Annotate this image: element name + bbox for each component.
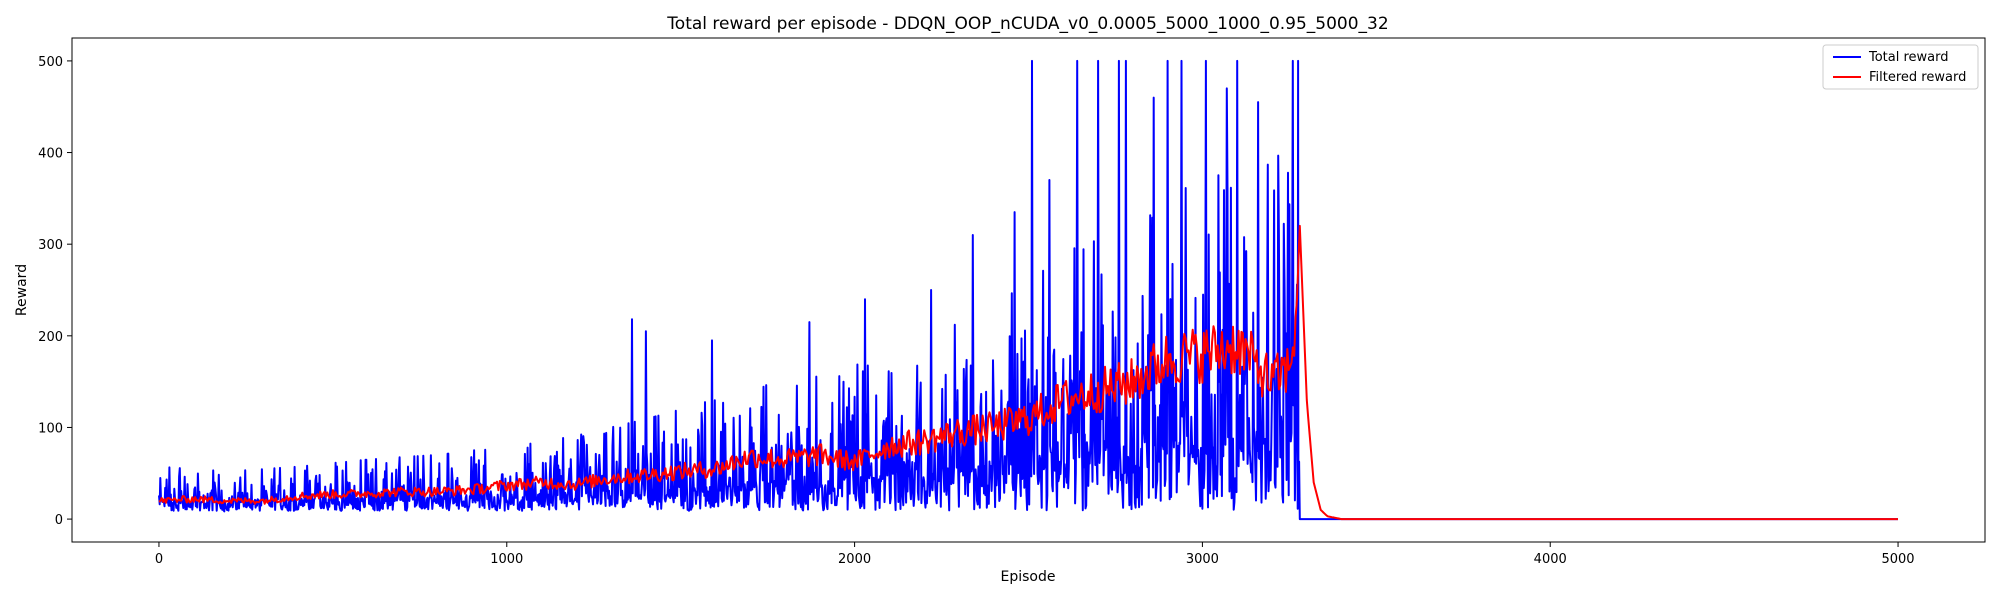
x-axis-label: Episode xyxy=(1001,569,1056,585)
y-tick-label: 400 xyxy=(38,147,63,162)
x-tick-label: 2000 xyxy=(838,552,871,567)
y-axis-label: Reward xyxy=(14,264,30,316)
axes-layer: 0 1000 2000 3000 4000 5000 0 100 200 300 400 500 xyxy=(38,37,1986,567)
x-tick-label: 1000 xyxy=(490,552,523,567)
x-tick-label: 5000 xyxy=(1881,552,1914,567)
y-tick-label: 200 xyxy=(38,330,63,345)
axes-frame xyxy=(71,37,1986,543)
legend-label-total-reward: Total reward xyxy=(1868,50,1949,65)
y-tick-label: 100 xyxy=(38,421,63,436)
series-filtered-reward-line xyxy=(158,224,1898,521)
x-tick-label: 3000 xyxy=(1186,552,1219,567)
chart-title: Total reward per episode - DDQN_OOP_nCUD… xyxy=(666,14,1388,34)
y-tick-label: 0 xyxy=(55,513,63,528)
legend-label-filtered-reward: Filtered reward xyxy=(1869,70,1966,85)
y-tick-label: 500 xyxy=(38,55,63,70)
legend: Total reward Filtered reward xyxy=(1822,44,1979,90)
x-tick-label: 4000 xyxy=(1534,552,1567,567)
series-total-reward-line xyxy=(158,59,1898,521)
x-tick-label: 0 xyxy=(155,552,163,567)
series-layer xyxy=(158,59,1898,521)
y-tick-label: 300 xyxy=(38,238,63,253)
legend-box xyxy=(1822,44,1979,90)
